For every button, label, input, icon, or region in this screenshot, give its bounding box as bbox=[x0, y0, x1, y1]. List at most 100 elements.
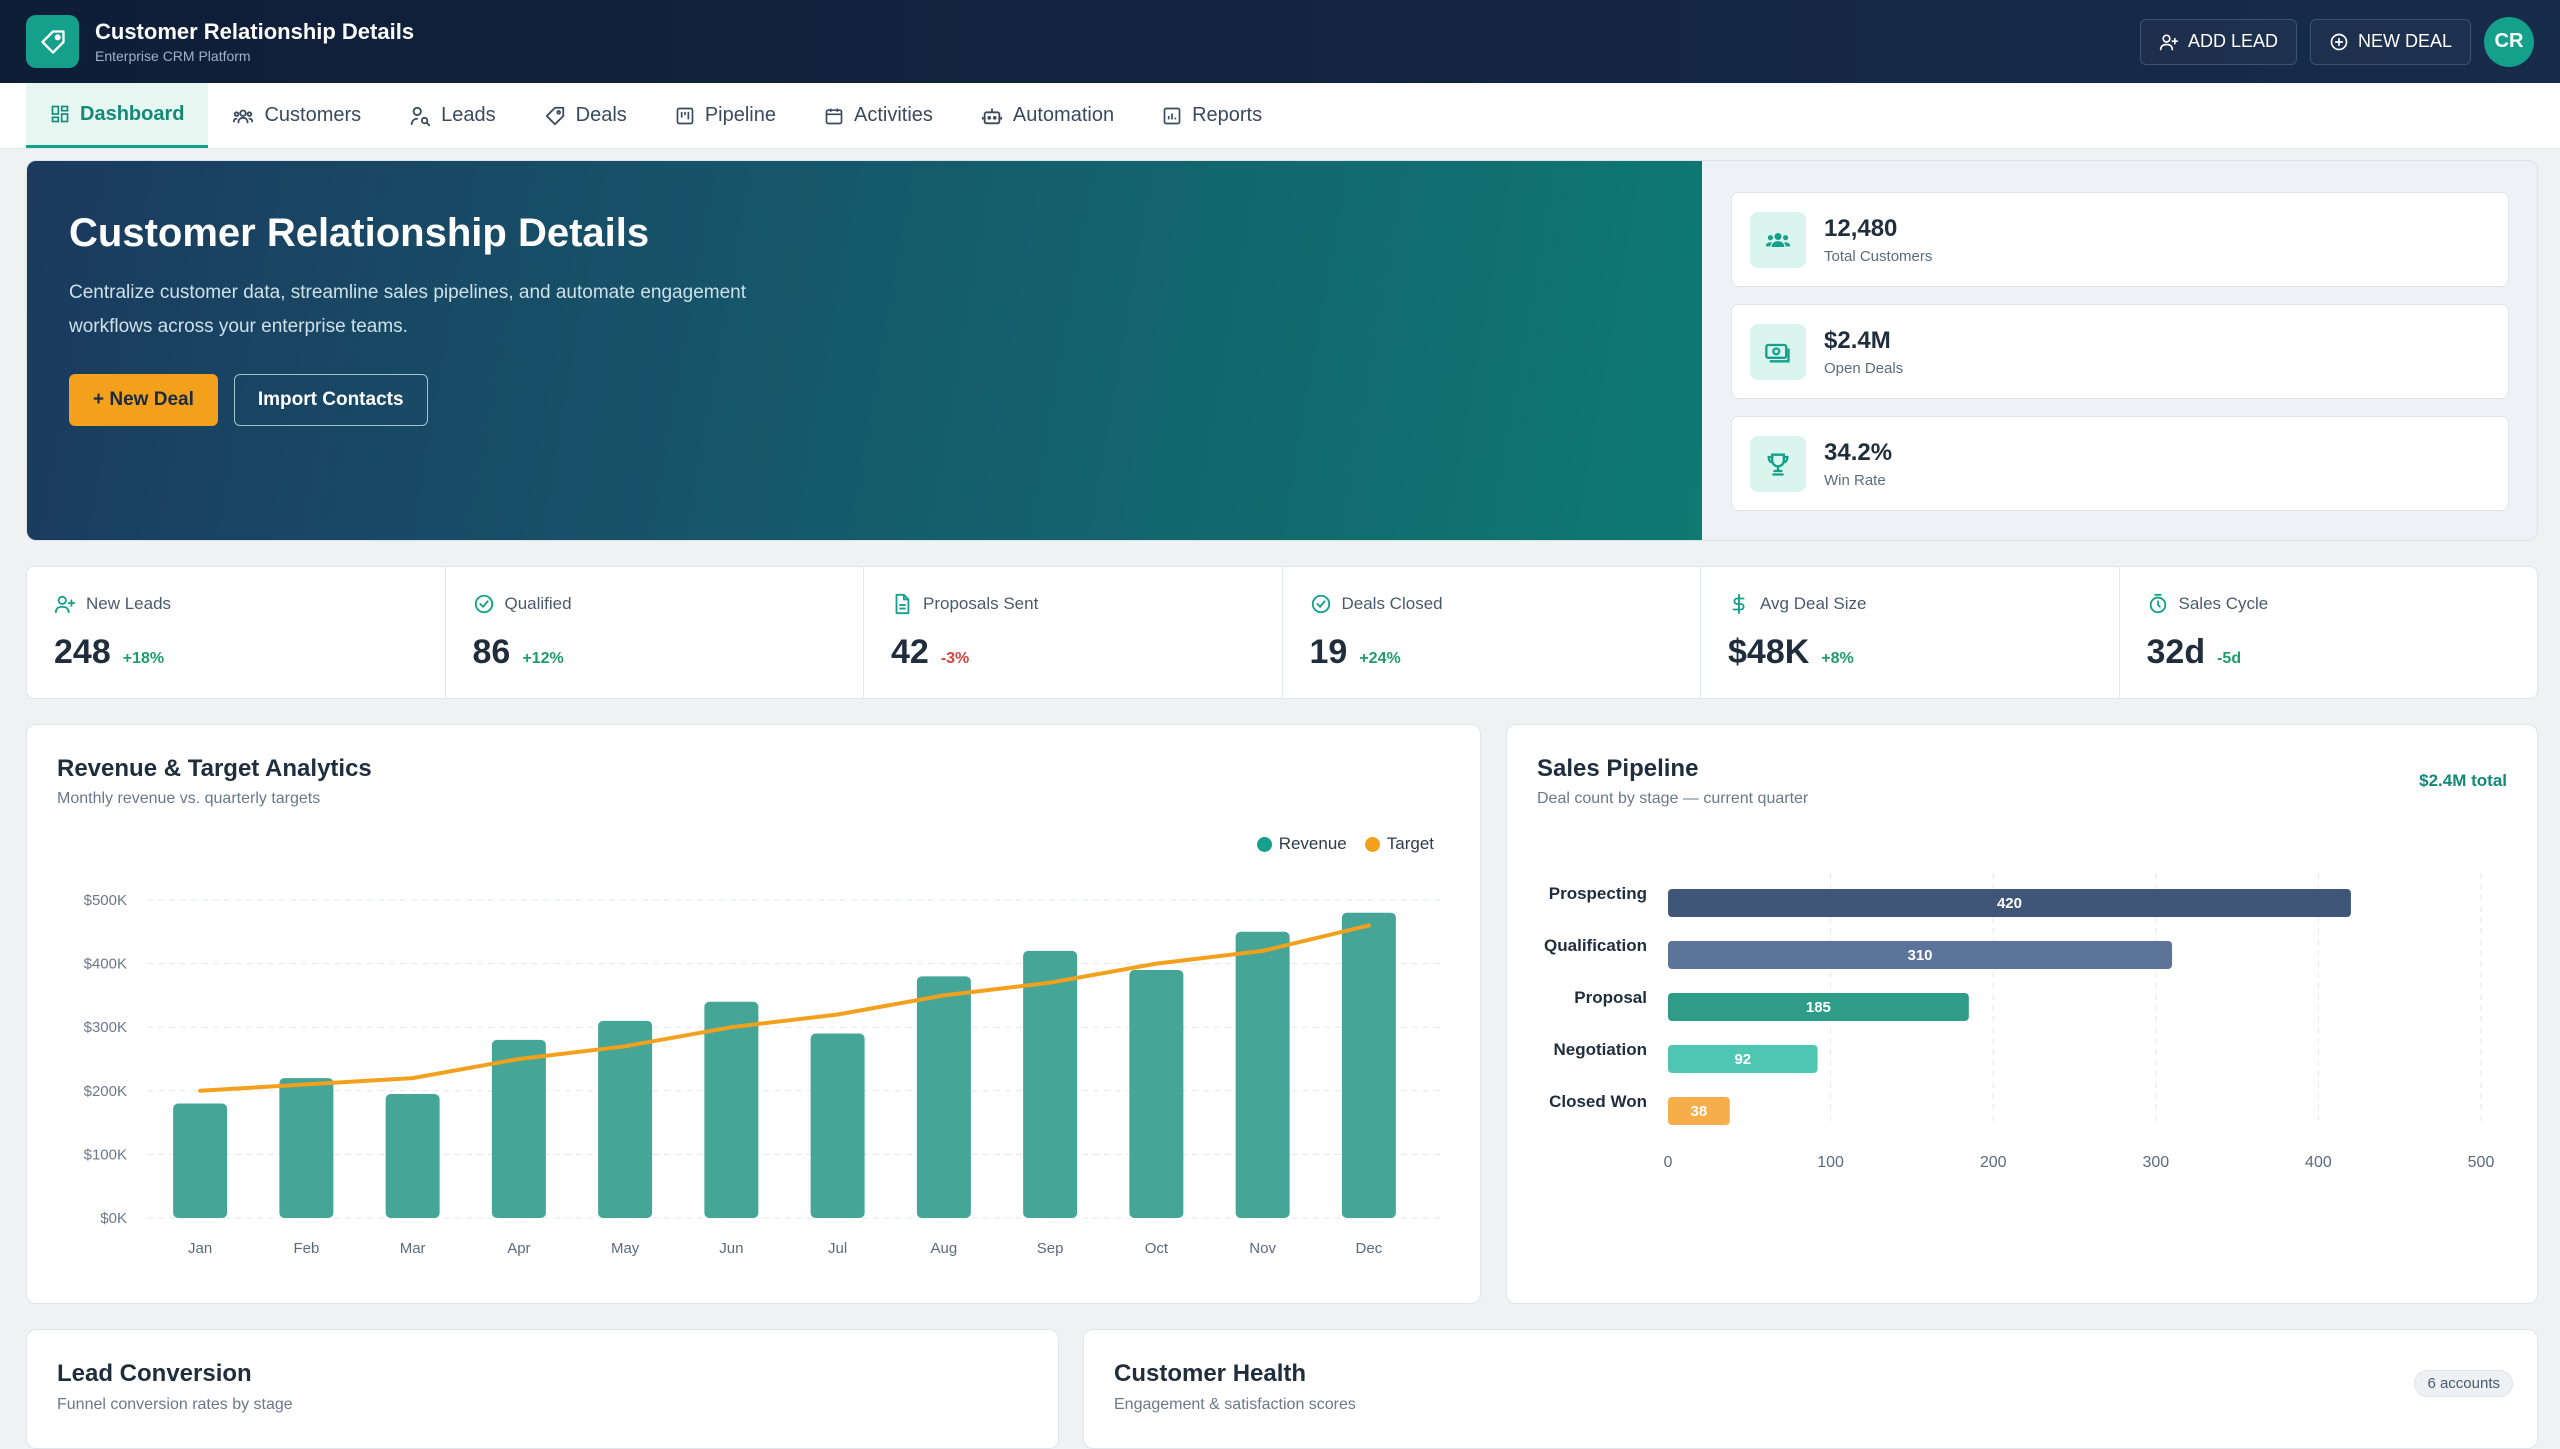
stat-value: 34.2% bbox=[1824, 438, 1893, 466]
report-icon bbox=[1163, 107, 1181, 124]
revenue-title: Revenue & Target Analytics bbox=[57, 755, 372, 782]
nav-item-dashboard[interactable]: Dashboard bbox=[26, 83, 209, 148]
revenue-bar[interactable] bbox=[704, 1001, 759, 1218]
new-deal-button[interactable]: NEW DEAL bbox=[2309, 18, 2471, 65]
trophy-icon bbox=[1767, 453, 1789, 476]
users-icon bbox=[1765, 232, 1791, 247]
kpi-label: Avg Deal Size bbox=[1760, 594, 1867, 613]
kpi-deals-closed[interactable]: Deals Closed 19 +24% bbox=[1283, 567, 1701, 698]
nav-item-deals[interactable]: Deals bbox=[520, 83, 651, 148]
app-logo[interactable] bbox=[26, 15, 79, 68]
revenue-bar[interactable] bbox=[810, 1033, 865, 1218]
nav-item-leads[interactable]: Leads bbox=[385, 83, 520, 148]
app-title: Customer Relationship Details bbox=[95, 19, 415, 44]
check-circle-icon bbox=[474, 594, 493, 614]
kpi-new-leads[interactable]: New Leads 248 +18% bbox=[27, 567, 446, 698]
kpi-delta: +12% bbox=[522, 650, 564, 667]
x-tick-label: 300 bbox=[2142, 1154, 2169, 1171]
lead-conversion-title: Lead Conversion bbox=[57, 1360, 252, 1387]
check-circle-icon bbox=[1311, 594, 1330, 614]
stat-label: Total Customers bbox=[1824, 247, 1933, 265]
revenue-bar[interactable] bbox=[1023, 950, 1078, 1218]
pipeline-total: $2.4M total bbox=[2419, 771, 2507, 790]
stage-label: Closed Won bbox=[1549, 1092, 1647, 1111]
pipeline-bar[interactable] bbox=[1668, 1045, 1818, 1073]
x-tick-label: Nov bbox=[1249, 1240, 1276, 1257]
revenue-bar[interactable] bbox=[916, 976, 971, 1218]
stage-label: Negotiation bbox=[1554, 1040, 1648, 1059]
new-deal-cta-button[interactable]: + New Deal bbox=[69, 374, 218, 426]
revenue-bar[interactable] bbox=[491, 1039, 546, 1218]
revenue-bar[interactable] bbox=[385, 1093, 440, 1218]
add-lead-button[interactable]: ADD LEAD bbox=[2139, 18, 2297, 65]
hero-section: Customer Relationship Details Centralize… bbox=[26, 160, 2538, 541]
hero-banner: Customer Relationship Details Centralize… bbox=[27, 161, 1702, 540]
nav-item-label: Leads bbox=[441, 104, 496, 126]
kpi-label: Deals Closed bbox=[1341, 594, 1443, 613]
x-tick-label: Aug bbox=[931, 1240, 958, 1257]
legend-swatch bbox=[1256, 836, 1272, 852]
nav-item-automation[interactable]: Automation bbox=[957, 83, 1138, 148]
kpi-qualified[interactable]: Qualified 86 +12% bbox=[446, 567, 864, 698]
revenue-bar[interactable] bbox=[279, 1078, 334, 1218]
avatar[interactable]: CR bbox=[2484, 16, 2534, 67]
tag-icon bbox=[40, 29, 65, 54]
pipeline-bar[interactable] bbox=[1668, 1097, 1730, 1125]
x-tick-label: Jul bbox=[828, 1240, 847, 1257]
pipeline-chart: 0 100 200 300 400 500 Prospecting 420 Qualificat… bbox=[1544, 873, 2495, 1171]
calendar-icon bbox=[825, 108, 843, 124]
y-tick-label: $0K bbox=[100, 1210, 127, 1227]
user-search-icon bbox=[411, 106, 431, 126]
import-contacts-button[interactable]: Import Contacts bbox=[233, 374, 428, 426]
users-icon bbox=[233, 109, 254, 123]
y-tick-label: $200K bbox=[84, 1083, 127, 1100]
x-tick-label: Dec bbox=[1356, 1240, 1383, 1257]
kpi-label: Qualified bbox=[504, 594, 572, 613]
legend-item-target[interactable]: Target bbox=[1364, 834, 1434, 854]
target-line[interactable] bbox=[198, 923, 1371, 1093]
pipeline-bar[interactable] bbox=[1668, 941, 2173, 969]
nav-item-pipeline[interactable]: Pipeline bbox=[651, 83, 800, 148]
kpi-value: 248 bbox=[54, 633, 111, 671]
stat-icon-box bbox=[1750, 435, 1806, 492]
kpi-delta: +8% bbox=[1821, 650, 1854, 667]
stat-value: $2.4M bbox=[1824, 326, 1891, 354]
legend-label: Target bbox=[1386, 834, 1434, 853]
nav-item-reports[interactable]: Reports bbox=[1138, 83, 1286, 148]
nav-item-activities[interactable]: Activities bbox=[800, 83, 957, 148]
header-actions: ADD LEAD NEW DEAL CR bbox=[2139, 16, 2534, 67]
x-tick-label: 500 bbox=[2468, 1154, 2495, 1171]
add-lead-label: ADD LEAD bbox=[2187, 31, 2278, 51]
nav-item-label: Dashboard bbox=[80, 102, 185, 125]
x-tick-label: 100 bbox=[1817, 1154, 1844, 1171]
stat-card-win-rate[interactable]: 34.2% Win Rate bbox=[1731, 416, 2509, 511]
x-tick-label: 0 bbox=[1664, 1154, 1673, 1171]
stat-icon-box bbox=[1750, 211, 1806, 268]
legend-swatch bbox=[1364, 836, 1380, 852]
stat-label: Open Deals bbox=[1824, 359, 1904, 377]
document-icon bbox=[895, 593, 910, 615]
stat-card-total-customers[interactable]: 12,480 Total Customers bbox=[1731, 192, 2509, 287]
x-tick-label: Jun bbox=[719, 1240, 743, 1257]
dollar-icon bbox=[1732, 593, 1745, 615]
kpi-sales-cycle[interactable]: Sales Cycle 32d -5d bbox=[2120, 567, 2538, 698]
stage-label: Proposal bbox=[1574, 988, 1647, 1007]
pipeline-bar[interactable] bbox=[1668, 993, 1969, 1021]
nav-item-label: Activities bbox=[853, 104, 933, 126]
nav-item-label: Deals bbox=[575, 104, 627, 126]
kpi-avg-deal-size[interactable]: Avg Deal Size $48K +8% bbox=[1701, 567, 2120, 698]
kpi-value: 32d bbox=[2146, 633, 2206, 671]
stat-card-open-deals[interactable]: $2.4M Open Deals bbox=[1731, 304, 2509, 399]
revenue-bar[interactable] bbox=[598, 1020, 653, 1218]
revenue-bar[interactable] bbox=[1129, 969, 1184, 1218]
legend-item-revenue[interactable]: Revenue bbox=[1256, 834, 1347, 854]
x-tick-label: Jan bbox=[188, 1240, 212, 1257]
revenue-bar[interactable] bbox=[1235, 931, 1290, 1218]
kpi-proposals-sent[interactable]: Proposals Sent 42 -3% bbox=[864, 567, 1283, 698]
revenue-bar[interactable] bbox=[1341, 912, 1396, 1218]
revenue-bar[interactable] bbox=[173, 1103, 228, 1218]
accounts-badge: 6 accounts bbox=[2414, 1370, 2513, 1397]
nav-item-customers[interactable]: Customers bbox=[208, 83, 385, 148]
pipeline-bar[interactable] bbox=[1668, 889, 2351, 917]
money-icon bbox=[1765, 343, 1790, 362]
